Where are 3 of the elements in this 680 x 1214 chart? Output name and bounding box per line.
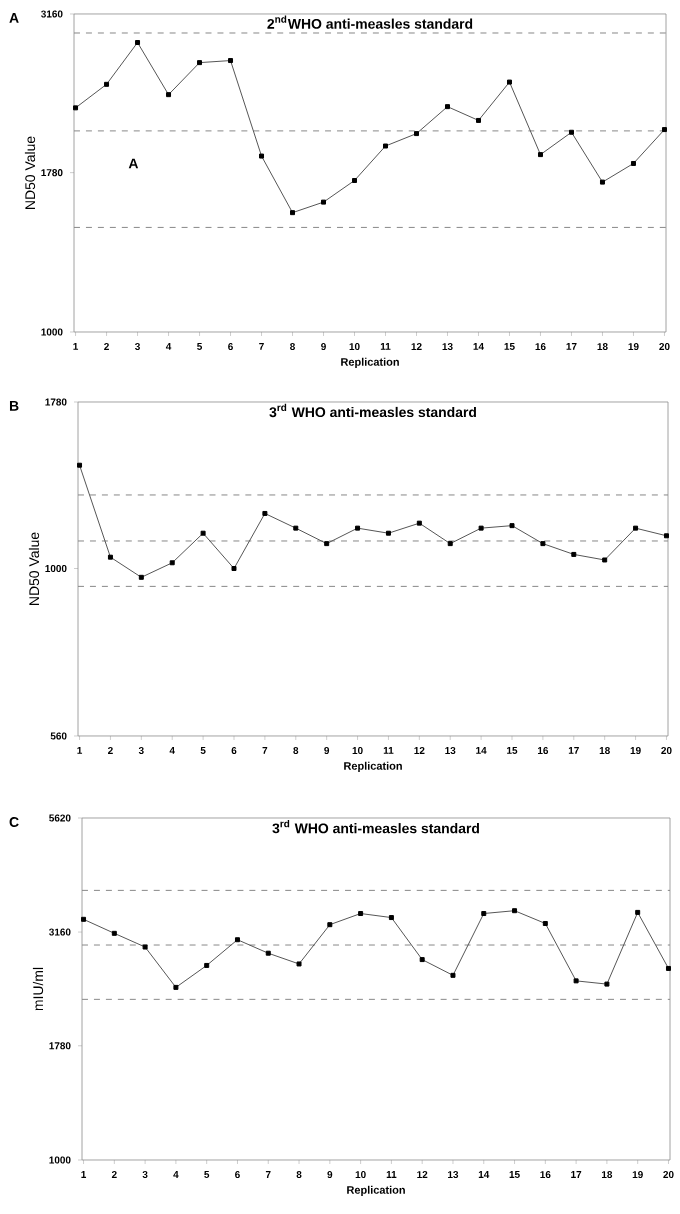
line-series [81,908,671,990]
line-series [77,462,669,580]
line-series [73,40,667,216]
